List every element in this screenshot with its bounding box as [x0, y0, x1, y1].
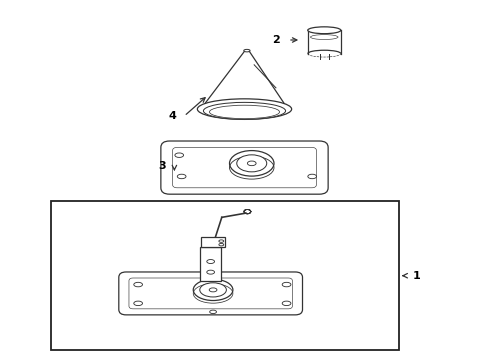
Ellipse shape [209, 288, 217, 292]
Ellipse shape [307, 174, 316, 179]
Ellipse shape [206, 270, 214, 274]
Ellipse shape [197, 99, 291, 120]
FancyBboxPatch shape [129, 278, 292, 309]
FancyBboxPatch shape [172, 147, 316, 188]
Ellipse shape [282, 301, 290, 306]
Ellipse shape [134, 282, 142, 287]
Ellipse shape [177, 174, 185, 179]
Ellipse shape [206, 260, 214, 264]
Ellipse shape [203, 102, 285, 120]
Ellipse shape [229, 150, 273, 176]
Text: 2: 2 [271, 35, 279, 45]
Bar [51, 201, 398, 350]
Text: 1: 1 [411, 271, 419, 281]
Text: 3: 3 [158, 161, 166, 171]
Ellipse shape [219, 243, 223, 246]
Text: 4: 4 [168, 111, 176, 121]
Ellipse shape [244, 49, 249, 52]
Ellipse shape [193, 279, 232, 301]
Ellipse shape [175, 153, 183, 157]
Ellipse shape [219, 240, 223, 242]
Ellipse shape [282, 282, 290, 287]
Ellipse shape [247, 161, 256, 166]
Ellipse shape [200, 283, 226, 297]
Ellipse shape [209, 310, 216, 314]
Ellipse shape [236, 155, 266, 172]
Bar [201, 237, 224, 247]
Ellipse shape [209, 105, 279, 119]
FancyBboxPatch shape [161, 141, 327, 194]
FancyBboxPatch shape [119, 272, 302, 315]
Bar [200, 247, 221, 281]
Ellipse shape [134, 301, 142, 306]
Ellipse shape [307, 27, 340, 33]
